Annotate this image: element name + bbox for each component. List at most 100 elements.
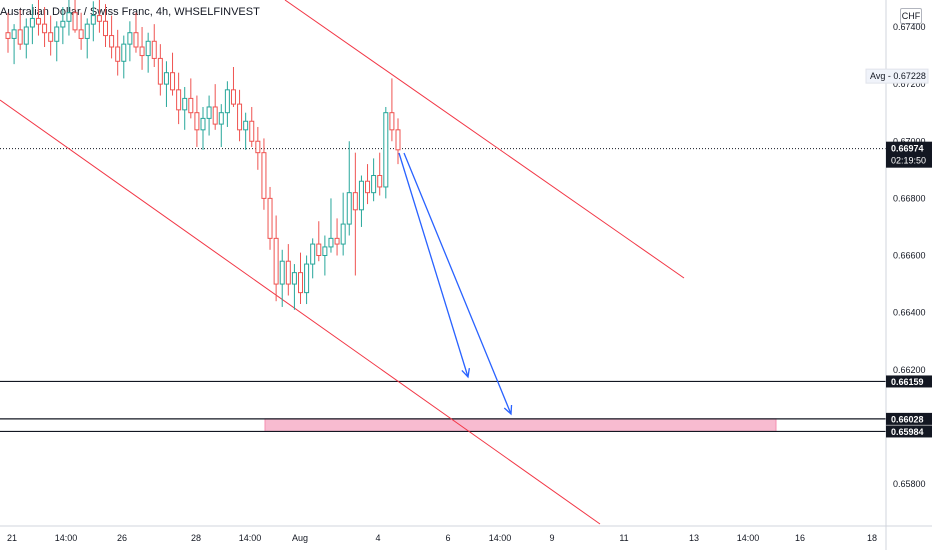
candle-body bbox=[261, 152, 267, 199]
candle-body bbox=[29, 17, 35, 28]
candle-body bbox=[255, 140, 261, 154]
level-label-text: 0.66028 bbox=[891, 414, 924, 424]
candle-body bbox=[298, 272, 303, 294]
candle-body bbox=[133, 32, 139, 48]
projection-arrow bbox=[403, 152, 512, 415]
y-tick-label: 0.66400 bbox=[893, 308, 926, 318]
level-label-box bbox=[886, 412, 932, 425]
candle-body bbox=[230, 89, 236, 105]
current-price-box bbox=[886, 141, 932, 168]
candle-body bbox=[72, 12, 78, 31]
y-tick-label: 0.66200 bbox=[893, 365, 926, 375]
candle-body bbox=[358, 180, 364, 211]
support-zone bbox=[264, 418, 777, 432]
candle-body bbox=[237, 103, 243, 131]
candle-body bbox=[109, 35, 115, 48]
x-tick-label: 28 bbox=[191, 533, 201, 543]
candle-body bbox=[23, 26, 29, 45]
x-tick-label: 14:00 bbox=[489, 533, 512, 543]
arrow-head bbox=[461, 368, 470, 379]
zone-rect bbox=[264, 418, 777, 432]
x-tick-label: Aug bbox=[292, 533, 308, 543]
candle-body bbox=[115, 46, 121, 62]
x-tick-label: 18 bbox=[867, 533, 877, 543]
x-tick-label: 4 bbox=[375, 533, 380, 543]
candle-body bbox=[395, 129, 401, 151]
candle-body bbox=[352, 192, 358, 211]
y-tick-label: 0.67200 bbox=[893, 79, 926, 89]
candle-body bbox=[383, 112, 389, 188]
candle-body bbox=[322, 246, 328, 256]
currency-badge[interactable]: CHF bbox=[900, 8, 922, 24]
candle-body bbox=[310, 243, 316, 265]
time-axis: 21 14:00 26 28 14:00 Aug 4 6 14:00 9 11 13 14:00 16 18 bbox=[0, 525, 932, 543]
horizontal-levels bbox=[0, 148, 886, 433]
price-axis: 0.67400 0.67200 0.67000 0.66800 0.66600 0.664… bbox=[885, 0, 926, 550]
candle-body bbox=[328, 237, 334, 248]
avg-text: Avg - 0.67228 bbox=[870, 71, 926, 81]
level-label-box bbox=[886, 375, 932, 388]
candle-body bbox=[96, 15, 102, 22]
candle-body bbox=[5, 32, 11, 39]
avg-box bbox=[865, 68, 929, 84]
candle-body bbox=[377, 175, 383, 188]
x-tick-label: 11 bbox=[619, 533, 628, 543]
x-tick-label: 26 bbox=[117, 533, 127, 543]
candle-body bbox=[78, 29, 84, 39]
candle-body bbox=[139, 46, 145, 57]
candle-body bbox=[90, 15, 96, 25]
candle-body bbox=[200, 117, 206, 131]
candle-body bbox=[267, 197, 273, 239]
candle-body bbox=[84, 23, 90, 39]
candle-body bbox=[48, 32, 54, 42]
upper-trendline bbox=[284, 0, 685, 279]
candle-body bbox=[346, 192, 352, 225]
level-label-box bbox=[886, 425, 932, 438]
candle-body bbox=[11, 29, 17, 39]
countdown-text: 02:19:50 bbox=[891, 156, 926, 166]
x-tick-label: 14:00 bbox=[737, 533, 760, 543]
candle-body bbox=[249, 120, 255, 142]
y-tick-label: 0.65800 bbox=[893, 479, 926, 489]
candle-body bbox=[243, 120, 249, 131]
candle-body bbox=[365, 180, 371, 194]
candle-body bbox=[316, 243, 322, 256]
candles bbox=[5, 0, 401, 310]
candle-body bbox=[182, 97, 188, 111]
candle-body bbox=[127, 32, 133, 45]
y-tick-label: 0.67000 bbox=[893, 136, 926, 146]
candle-body bbox=[194, 112, 200, 131]
candle-body bbox=[389, 112, 395, 131]
x-tick-label: 6 bbox=[445, 533, 450, 543]
projection-arrow bbox=[398, 152, 469, 378]
candle-body bbox=[291, 272, 297, 285]
candle-body bbox=[170, 72, 176, 91]
candle-body bbox=[334, 237, 340, 245]
y-tick-label: 0.66600 bbox=[893, 251, 926, 261]
candle-body bbox=[35, 17, 41, 25]
candle-body bbox=[188, 97, 194, 114]
candle-body bbox=[151, 40, 157, 59]
lower-trendline bbox=[0, 99, 601, 525]
candle-body bbox=[279, 260, 285, 285]
candle-body bbox=[121, 43, 127, 62]
trend-channel bbox=[0, 0, 685, 525]
candle-body bbox=[54, 26, 60, 42]
candle-body bbox=[157, 57, 163, 85]
candle-body bbox=[371, 175, 377, 194]
candle-body bbox=[145, 40, 151, 57]
x-tick-label: 14:00 bbox=[55, 533, 78, 543]
candle-body bbox=[66, 12, 72, 22]
candle-body bbox=[340, 223, 346, 245]
candle-body bbox=[163, 72, 169, 85]
y-tick-label: 0.67400 bbox=[893, 22, 926, 32]
x-tick-label: 14:00 bbox=[239, 533, 262, 543]
candle-body bbox=[60, 20, 66, 28]
x-tick-label: 16 bbox=[795, 533, 805, 543]
candle-body bbox=[273, 237, 279, 285]
candle-body bbox=[176, 89, 182, 111]
y-tick-label: 0.66800 bbox=[893, 193, 926, 203]
candle-body bbox=[285, 260, 291, 285]
level-label-text: 0.65984 bbox=[891, 427, 924, 437]
